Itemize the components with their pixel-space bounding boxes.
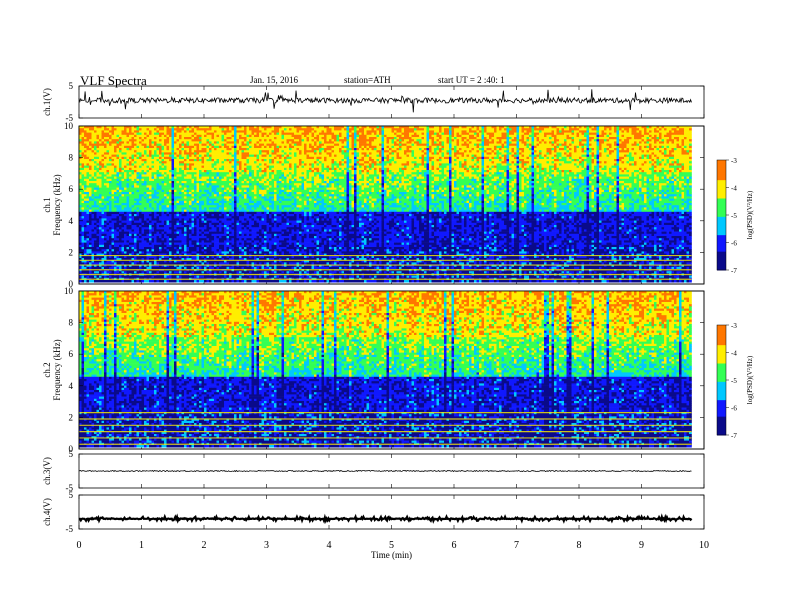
spectrogram-2 [79, 291, 692, 448]
y-tick-label: 6 [69, 349, 74, 359]
y-tick-label: 8 [69, 153, 74, 163]
y-tick-label: 0 [69, 444, 74, 454]
y-tick-label: 2 [69, 247, 74, 257]
x-tick-label: 7 [514, 540, 519, 551]
y-axis-label: Frequency (kHz) [52, 174, 62, 235]
x-tick-label: 4 [327, 540, 332, 551]
y-axis-label: ch.1 [42, 197, 52, 212]
panel-frame [78, 494, 705, 530]
y-axis-label: Frequency (kHz) [52, 339, 62, 400]
x-tick-label: 3 [264, 540, 269, 551]
x-tick-label: 1 [139, 540, 144, 551]
chart-title: VLF Spectra [80, 73, 147, 89]
x-tick-label: 10 [699, 540, 709, 551]
x-tick-label: 0 [77, 540, 82, 551]
spectrogram-frame [78, 290, 705, 450]
colorbar-tick-label: -5 [731, 212, 737, 220]
y-tick-label: 4 [69, 216, 74, 226]
waveform-ch4 [78, 513, 693, 525]
y-tick-label: 4 [69, 381, 74, 391]
colorbar-tick-label: -5 [731, 377, 737, 385]
y-axis-label: ch.3(V) [42, 457, 52, 485]
spectrogram-1 [79, 126, 692, 283]
colorbar-tick-label: -6 [731, 405, 737, 413]
waveform-ch1 [78, 89, 692, 113]
x-tick-label: 5 [389, 540, 394, 551]
colorbar-tick-label: -7 [731, 432, 737, 440]
y-tick-label: 0 [69, 279, 74, 289]
y-tick-label: 10 [64, 121, 74, 131]
colorbar-tick-label: -4 [731, 185, 737, 193]
x-tick-label: 8 [577, 540, 582, 551]
y-tick-label: 5 [69, 81, 74, 91]
station-label: station=ATH [344, 75, 391, 85]
y-tick-label: -5 [66, 113, 74, 123]
x-tick-label: 2 [202, 540, 207, 551]
y-axis-label: ch.4(V) [42, 498, 52, 526]
date-label: Jan. 15, 2016 [250, 75, 298, 85]
colorbar [717, 325, 726, 436]
panel-frame [78, 85, 705, 119]
y-tick-label: 5 [69, 449, 74, 459]
colorbar-tick-label: -7 [731, 267, 737, 275]
colorbar-label: log(PSD)(V²/Hz) [746, 190, 754, 239]
waveform-ch3 [78, 469, 692, 473]
y-tick-label: 8 [69, 318, 74, 328]
colorbar-label: log(PSD)(V²/Hz) [746, 355, 754, 404]
y-tick-label: -5 [66, 524, 74, 534]
y-axis-label: ch.2 [42, 362, 52, 377]
x-tick-label: 9 [639, 540, 644, 551]
colorbar-tick-label: -6 [731, 240, 737, 248]
spectrogram-frame [78, 125, 705, 285]
y-tick-label: 5 [69, 490, 74, 500]
x-axis-label: Time (min) [371, 550, 412, 560]
y-axis-label: ch.1(V) [42, 88, 52, 116]
colorbar [717, 160, 726, 271]
start-time-label: start UT = 2 :40: 1 [438, 75, 505, 85]
x-tick-label: 6 [452, 540, 457, 551]
colorbar-tick-label: -3 [731, 322, 737, 330]
colorbar-tick-label: -4 [731, 350, 737, 358]
y-tick-label: 6 [69, 184, 74, 194]
y-tick-label: 10 [64, 286, 74, 296]
y-tick-label: 2 [69, 412, 74, 422]
y-tick-label: -5 [66, 483, 74, 493]
colorbar-tick-label: -3 [731, 157, 737, 165]
